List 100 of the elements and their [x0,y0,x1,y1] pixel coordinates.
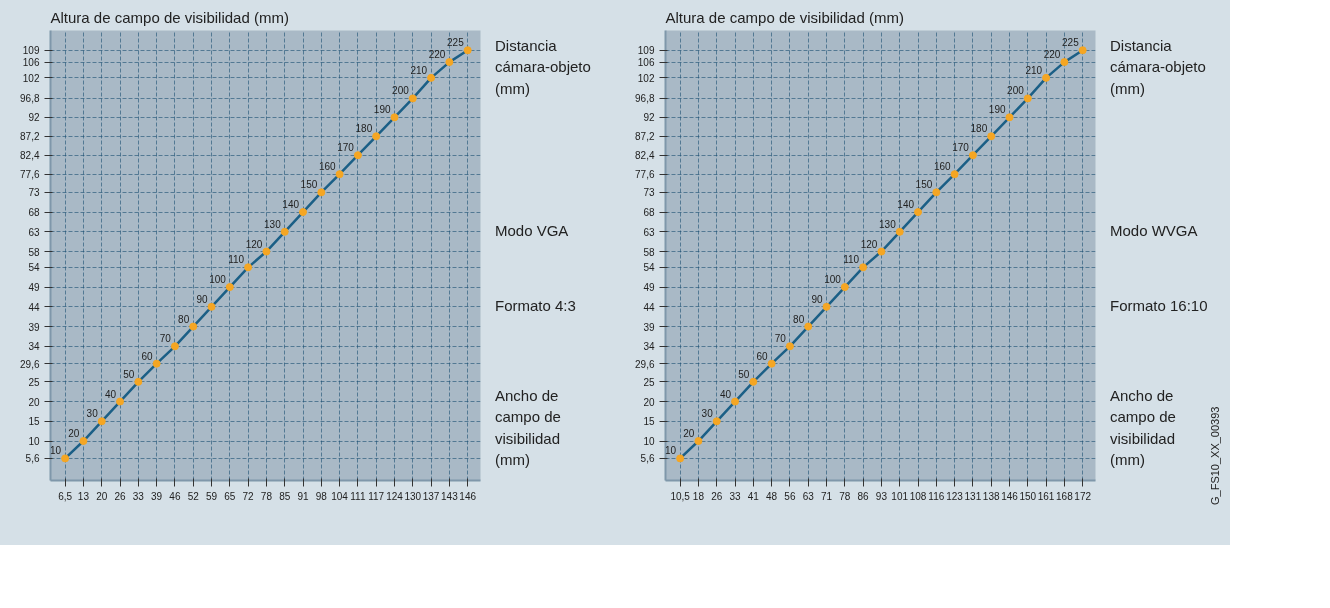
y-tick-label: 92 [643,112,655,124]
y-tick-label: 10 [643,436,655,448]
annotation: 190 [373,104,391,116]
y-tick-label: 73 [28,187,40,199]
x-tick-label: 78 [839,490,851,502]
y-tick-label: 96,8 [635,93,655,105]
x-tick-label: 137 [422,490,440,502]
y-tick-label: 92 [28,112,40,124]
x-tick-label: 146 [459,490,477,502]
y-tick-label: 15 [643,416,655,428]
x-tick-label: 101 [891,490,909,502]
y-tick-label: 5,6 [25,453,40,465]
annotation: 90 [196,293,208,305]
y-tick-label: 44 [643,301,655,313]
y-tick-label: 109 [637,45,655,57]
x-tick-label: 46 [169,490,181,502]
x-tick-label: 41 [747,490,760,502]
annotation: 160 [318,161,337,173]
annotation: 60 [141,350,154,362]
x-tick-label: 143 [441,490,459,502]
x-tick-label: 150 [1019,490,1037,502]
y-tick-label: 82,4 [20,150,40,162]
y-tick-label: 63 [28,226,40,238]
x-tick-label: 10,5 [670,490,691,502]
x-tick-label: 91 [297,490,310,502]
x-axis-title: Ancho de campo de visibilidad (mm) [1110,386,1177,471]
y-tick-label: 102 [637,72,655,84]
annotation: 140 [282,199,300,211]
y-tick-label: 25 [643,376,655,388]
text: Modo VGA [495,221,570,241]
x-tick-label: 111 [350,490,366,502]
annotation: 220 [1043,49,1061,61]
x-tick-label: 98 [315,490,328,502]
annotation: 110 [843,254,860,266]
x-tick-label: 39 [151,490,163,502]
annotation: 80 [178,313,190,325]
y-tick-label: 39 [28,321,40,333]
text: Formato 16:10 [1110,296,1209,316]
y-tick-label: 82,4 [635,150,655,162]
y-tick-label: 63 [643,226,655,238]
annotation: 130 [264,218,282,230]
x-tick-label: 33 [729,490,742,502]
x-tick-label: 72 [242,490,255,502]
text: Modo WVGA [1110,221,1199,241]
annotation: 150 [915,179,933,191]
x-tick-label: 52 [187,490,200,502]
annotation: 180 [970,123,988,135]
x-tick-label: 146 [1001,490,1019,502]
annotation: 120 [860,238,878,250]
x-tick-label: 161 [1037,490,1055,502]
x-axis-title: Ancho de campo de visibilidad (mm) [495,386,562,471]
annotation: 170 [337,142,355,154]
y-tick-label: 49 [28,282,40,294]
annotation: 10 [50,445,62,457]
y-tick-label: 20 [28,396,40,408]
text: Distancia cámara-objeto (mm) [495,36,592,99]
x-tick-label: 172 [1074,490,1092,502]
annotation: 200 [392,85,410,97]
text: Formato 4:3 [495,296,577,316]
annotation: 160 [933,161,952,173]
annotation: 30 [86,408,99,420]
y-tick-label: 102 [22,72,40,84]
annotation: 130 [879,218,897,230]
x-tick-label: 26 [114,490,127,502]
annotation: 210 [410,64,428,76]
x-tick-label: 85 [279,490,291,502]
annotation: 225 [1062,37,1080,49]
annotation: 140 [897,199,915,211]
x-tick-label: 20 [96,490,108,502]
y-tick-label: 54 [28,262,40,274]
x-tick-label: 6,5 [58,490,73,502]
x-tick-label: 48 [766,490,778,502]
x-tick-label: 59 [205,490,218,502]
text: G_FS10_XX_00393 [1208,406,1222,505]
y-tick-label: 77,6 [20,169,40,181]
y-axis-title: Altura de campo de visibilidad (mm) [665,8,904,26]
x-tick-label: 104 [331,490,349,502]
annotation: 100 [824,274,842,286]
annotation: 20 [68,428,80,440]
y-tick-label: 49 [643,282,655,294]
annotation: 180 [355,123,373,135]
y-tick-label: 5,6 [640,453,655,465]
y-tick-label: 77,6 [635,169,655,181]
annotation: 90 [811,293,823,305]
y-tick-label: 20 [643,396,655,408]
x-tick-label: 78 [260,490,273,502]
annotation: 100 [209,274,227,286]
x-tick-label: 71 [820,490,833,502]
y-tick-label: 10 [28,436,40,448]
y-tick-label: 58 [643,246,655,258]
y-tick-label: 29,6 [635,358,655,370]
x-tick-label: 86 [857,490,870,502]
y-tick-label: 96,8 [20,93,40,105]
y-tick-label: 68 [643,207,655,219]
x-tick-label: 138 [982,490,1000,502]
y-tick-label: 15 [28,416,40,428]
annotation: 50 [123,368,135,380]
annotation: 30 [701,408,714,420]
annotation: 110 [228,254,245,266]
annotation: 10 [665,445,677,457]
